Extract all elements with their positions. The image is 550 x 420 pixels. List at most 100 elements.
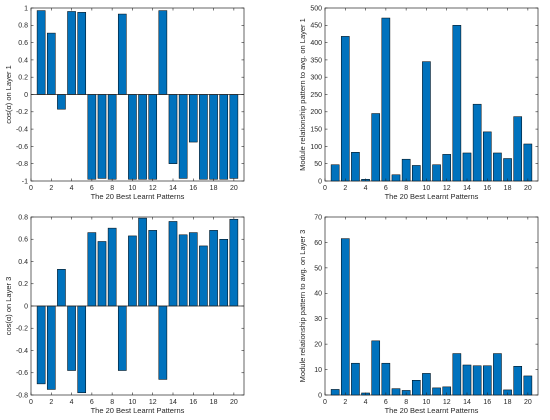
chart2-bar-3 [351,152,360,182]
chart1-xtick-label: 2 [49,185,53,192]
chart2-xtick-label: 20 [524,185,532,192]
chart1-bar-1 [36,10,46,95]
chart4-bar-3 [351,362,360,396]
chart4-ytick-label: 10 [314,367,322,374]
chart2-xtick-label: 6 [384,185,388,192]
chart4-xtick-label: 14 [463,399,471,406]
chart2-ytick-label: 400 [310,40,322,47]
chart1-bar-2 [46,32,56,95]
chart3-ytick-label: -0.6 [16,370,28,377]
chart4-xtick-label: 10 [423,399,431,406]
chart3-xtick-label: 14 [169,399,177,406]
chart2-bar-11 [432,164,441,182]
chart2-ytick-label: 0 [318,178,322,185]
chart3-bar-11 [138,217,147,307]
chart1-ytick-label: -0.8 [16,161,28,168]
chart4-bar-14 [462,364,472,396]
chart3-bar-14 [168,221,178,307]
chart2-bar-1 [330,164,340,182]
chart3-ytick-label: -0.8 [16,392,28,399]
chart1-xtick-label: 16 [189,185,197,192]
chart2-bar-8 [401,158,411,182]
chart1-ytick-label: -0.2 [16,109,28,116]
chart3-bar-13 [158,305,168,380]
chart2-xtick-label: 4 [364,185,368,192]
chart2-bar-14 [462,152,472,182]
chart4-bar-11 [432,387,441,396]
chart2-xtick-label: 16 [483,185,491,192]
chart3-bar-7 [97,241,107,307]
chart4-xtick-label: 2 [343,399,347,406]
chart4-xlabel: The 20 Best Learnt Patterns [385,406,479,415]
chart4-bar-19 [513,366,523,396]
chart3-bar-20 [229,218,239,307]
chart1-xtick-label: 14 [169,185,177,192]
chart2-bar-2 [340,36,350,182]
chart2-xtick-label: 10 [423,185,431,192]
chart3-bar-15 [178,234,188,307]
chart1-bar-20 [229,94,239,179]
chart1-ytick-label: 0 [24,92,28,99]
chart1-ytick-label: 0.8 [18,23,28,30]
chart1-xlabel: The 20 Best Learnt Patterns [91,192,185,201]
chart1-bar-10 [128,94,137,180]
chart4-ytick-label: 30 [314,316,322,323]
chart1-bar-17 [199,94,208,180]
chart2-ytick-label: 150 [310,127,322,134]
chart4-bar-2 [340,238,350,396]
chart4-xtick-label: 0 [323,399,327,406]
chart2: 0 2 4 6 8 10 12 14 16 18 2005010015020025030035040… [298,5,539,201]
chart3-xtick-label: 4 [70,399,74,406]
chart1-ytick-label: 0.2 [18,75,28,82]
chart2-xtick-label: 2 [343,185,347,192]
chart4-bar-6 [381,362,391,396]
chart4-axes-box [324,216,539,396]
chart4-ytick-label: 50 [314,265,322,272]
chart4-bar-15 [472,365,482,396]
chart2-ytick-label: 100 [310,144,322,151]
chart4-bar-20 [523,375,533,396]
chart1-xtick-label: 0 [29,185,33,192]
chart3-bar-3 [57,269,66,307]
chart2-bar-12 [442,154,452,182]
chart2-bar-7 [391,174,401,182]
chart3-ytick-label: 0.4 [18,259,28,266]
chart3-bar-18 [209,230,218,307]
chart2-bar-15 [472,103,482,182]
chart1-xtick-label: 18 [210,185,218,192]
chart4-xtick-label: 4 [364,399,368,406]
chart1-ytick-label: -0.6 [16,144,28,151]
chart4: 0 2 4 6 8 10 12 14 16 18 20 0 10 20 30 40 50 60 70 The 20 B… [298,214,539,415]
chart4-ytick-label: 20 [314,342,322,349]
chart1-bar-18 [209,94,218,180]
chart1-xtick-label: 6 [90,185,94,192]
chart4-bar-9 [411,380,421,396]
chart2-ytick-label: 300 [310,75,322,82]
chart3-ytick-label: 0 [24,303,28,310]
chart2-bar-13 [452,25,462,182]
chart2-ytick-label: 350 [310,57,322,64]
chart4-ytick-label: 60 [314,240,322,247]
chart2-bar-19 [513,116,523,182]
chart2-bar-9 [411,165,421,182]
chart1-bar-9 [117,13,127,95]
chart3-ytick-label: -0.2 [16,326,28,333]
chart3-ytick-label: -0.4 [16,348,28,355]
chart1-xtick-label: 4 [70,185,74,192]
chart2-bar-10 [422,61,431,182]
chart4-ytick-label: 0 [318,392,322,399]
chart2-ytick-label: 500 [310,5,322,12]
chart4-bar-1 [330,389,340,396]
chart3-ytick-label: 0.8 [18,214,28,221]
chart1-bar-19 [219,94,229,180]
chart3-xtick-label: 18 [210,399,218,406]
chart3: 0 2 4 6 8 10 12 14 16 18 20 -0.8 -0.6 -0.4 -0.2 0 0.2 0.4… [4,214,245,415]
chart4-ytick-label: 40 [314,291,322,298]
chart1-xtick-label: 8 [110,185,114,192]
chart3-bar-9 [117,305,127,371]
chart4-bar-13 [452,353,462,396]
chart4-xtick-label: 16 [483,399,491,406]
chart1-xtick-label: 12 [149,185,157,192]
chart2-bar-17 [493,152,502,182]
chart1-ylabel: cos(α) on Layer 1 [4,65,13,124]
